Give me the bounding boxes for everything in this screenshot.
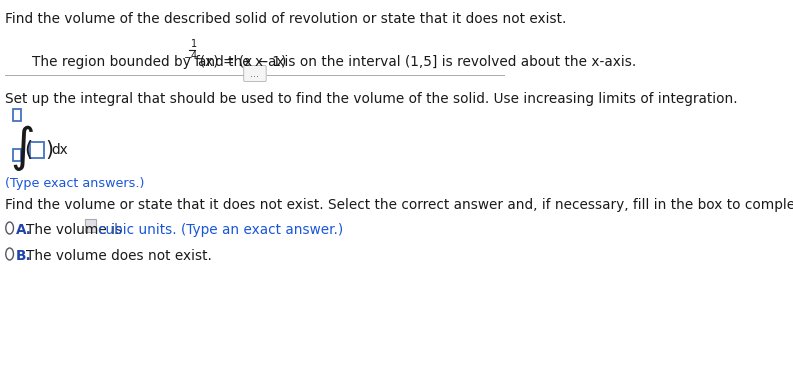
Text: Find the volume of the described solid of revolution or state that it does not e: Find the volume of the described solid o… <box>5 12 566 26</box>
Text: dx: dx <box>52 143 68 157</box>
Text: (Type exact answers.): (Type exact answers.) <box>5 177 144 190</box>
FancyBboxPatch shape <box>243 66 266 81</box>
Text: The volume does not exist.: The volume does not exist. <box>25 249 212 263</box>
Text: (: ( <box>24 140 32 160</box>
Text: The volume is: The volume is <box>25 223 122 237</box>
Text: 1: 1 <box>191 39 197 49</box>
FancyBboxPatch shape <box>13 149 21 161</box>
Text: ...: ... <box>251 69 259 79</box>
Text: Find the volume or state that it does not exist. Select the correct answer and, : Find the volume or state that it does no… <box>5 198 793 212</box>
FancyBboxPatch shape <box>86 219 96 232</box>
FancyBboxPatch shape <box>13 109 21 121</box>
Text: A.: A. <box>16 223 32 237</box>
Text: The region bounded by f(x) = (x − 1): The region bounded by f(x) = (x − 1) <box>32 55 286 69</box>
Text: B.: B. <box>16 249 32 263</box>
Text: cubic units. (Type an exact answer.): cubic units. (Type an exact answer.) <box>98 223 343 237</box>
Text: and the x-axis on the interval (1,5] is revolved about the x-axis.: and the x-axis on the interval (1,5] is … <box>198 55 637 69</box>
Text: ): ) <box>45 140 53 160</box>
Circle shape <box>6 248 13 260</box>
FancyBboxPatch shape <box>29 142 44 158</box>
Text: −: − <box>184 53 193 63</box>
Text: $\int$: $\int$ <box>10 123 34 173</box>
Text: Set up the integral that should be used to find the volume of the solid. Use inc: Set up the integral that should be used … <box>5 92 737 106</box>
Circle shape <box>6 222 13 234</box>
Text: 4: 4 <box>191 51 197 61</box>
